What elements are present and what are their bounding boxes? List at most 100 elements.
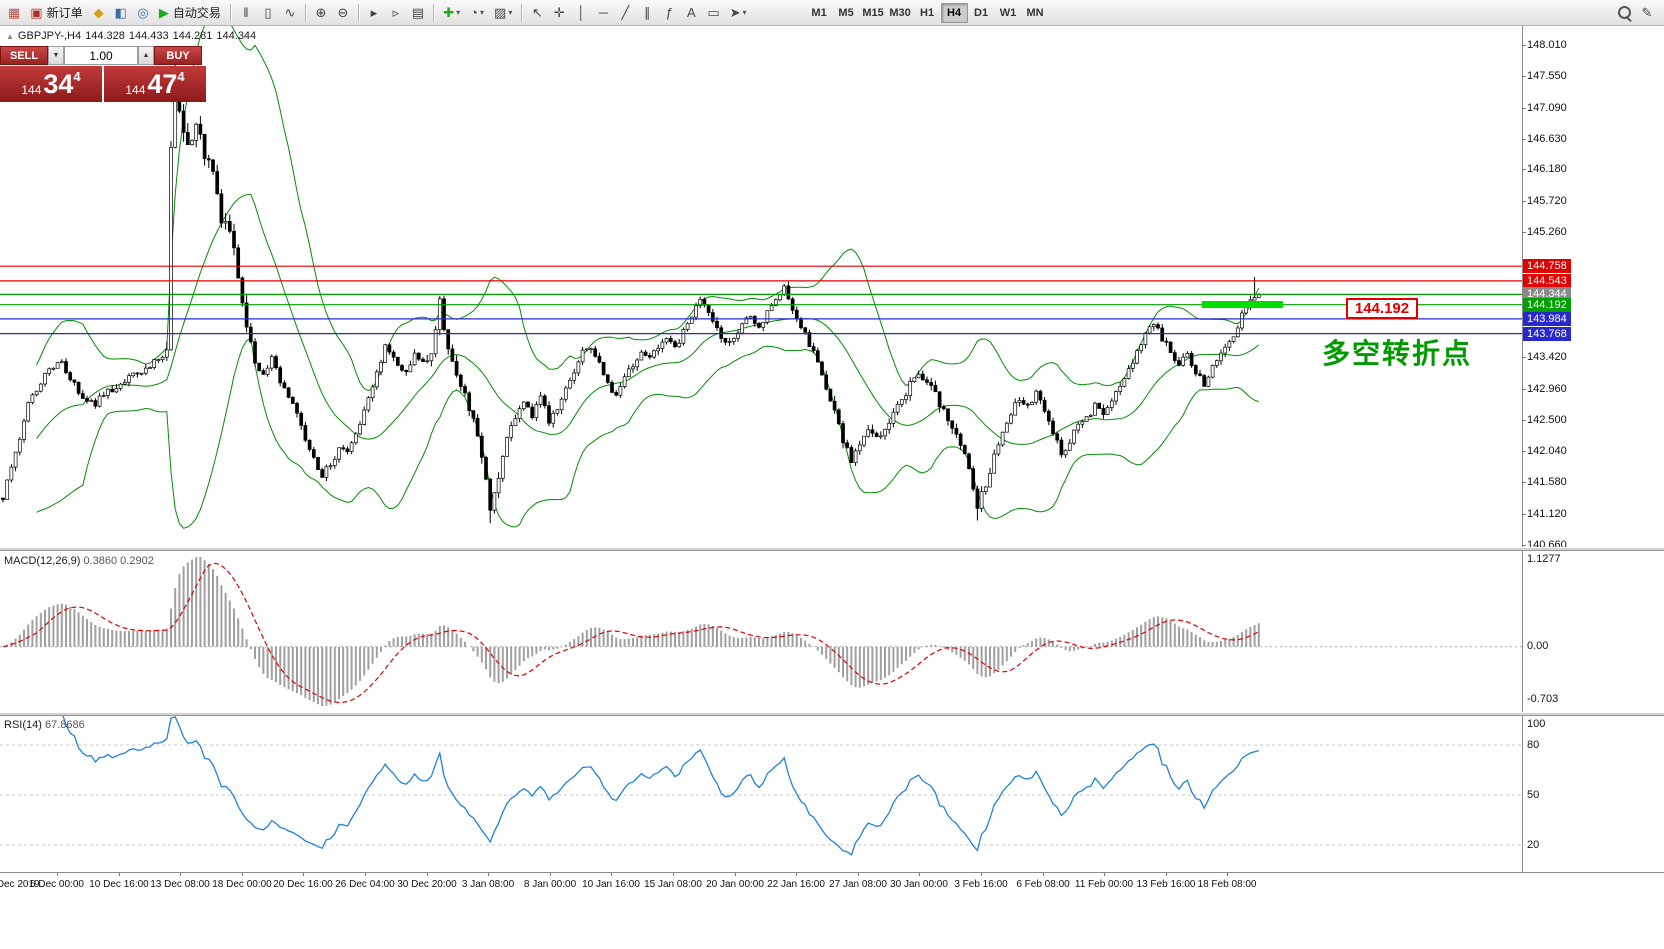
periods-icon[interactable]: ◔ ▾ bbox=[466, 3, 488, 23]
rsi-pane[interactable] bbox=[0, 716, 1522, 872]
price-tick-label: 148.010 bbox=[1527, 39, 1567, 51]
channel-icon[interactable]: ∥ bbox=[637, 3, 657, 23]
annotation-text-object[interactable]: 多空转折点 bbox=[1322, 338, 1473, 369]
time-tick-mark bbox=[735, 873, 736, 876]
vertical-line-icon[interactable]: │ bbox=[571, 3, 591, 23]
toolbar-right-icons: ✎ bbox=[1612, 2, 1658, 22]
rsi-axis-label: 80 bbox=[1527, 739, 1540, 751]
price-callout-object[interactable]: 144.192 bbox=[1346, 298, 1418, 319]
one-click-collapse-icon[interactable]: ▲ bbox=[6, 32, 14, 41]
fibonacci-icon[interactable]: ƒ bbox=[659, 3, 679, 23]
charts-grid-icon[interactable]: ▦ bbox=[4, 3, 24, 23]
market-watch-icon[interactable]: ◧ bbox=[111, 3, 131, 23]
sell-button[interactable]: SELL bbox=[0, 46, 48, 65]
timeframe-h1[interactable]: H1 bbox=[920, 6, 935, 19]
time-tick-mark bbox=[180, 873, 181, 876]
price-axis[interactable] bbox=[1522, 26, 1664, 872]
price-tick-mark bbox=[1522, 451, 1526, 453]
time-tick-mark bbox=[57, 873, 58, 876]
navigator-icon: ◎ bbox=[137, 5, 149, 20]
rsi-axis-label: 20 bbox=[1527, 839, 1540, 851]
navigator-icon[interactable]: ◎ bbox=[133, 3, 153, 23]
market-watch-icon: ◧ bbox=[114, 5, 127, 20]
time-tick-label: 22 Jan 16:00 bbox=[767, 879, 825, 890]
cursor-icon: ↖ bbox=[531, 5, 543, 20]
timeframe-m1[interactable]: M1 bbox=[811, 6, 827, 19]
time-tick-mark bbox=[1104, 873, 1105, 876]
time-tick-label: 13 Feb 16:00 bbox=[1136, 879, 1196, 890]
search-icon[interactable] bbox=[1613, 2, 1635, 22]
chart-profiles-icon: ◆ bbox=[93, 5, 104, 20]
timeframe-mn[interactable]: MN bbox=[1026, 6, 1044, 19]
time-tick-label: 30 Dec 20:00 bbox=[397, 879, 457, 890]
volume-input[interactable] bbox=[64, 46, 138, 65]
horizontal-line-icon[interactable]: ─ bbox=[593, 3, 613, 23]
buy-price-prefix: 144 bbox=[125, 83, 146, 97]
templates-icon[interactable]: ▨ ▾ bbox=[490, 3, 516, 23]
channel-icon: ∥ bbox=[644, 5, 651, 20]
quick-edit-icon[interactable]: ✎ bbox=[1641, 4, 1653, 20]
tile-windows-icon[interactable]: ▤ bbox=[408, 3, 428, 23]
bar-chart-icon[interactable]: ‖ bbox=[236, 3, 256, 23]
time-tick-label: 18 Dec 00:00 bbox=[212, 879, 272, 890]
indicators-icon[interactable]: ✚ ▾ bbox=[439, 3, 464, 23]
price-tick-mark bbox=[1522, 388, 1526, 390]
toolbar-separator bbox=[521, 3, 523, 22]
ohlc-close: 144.344 bbox=[216, 30, 257, 42]
time-tick-mark bbox=[796, 873, 797, 876]
label-icon[interactable]: ▭ bbox=[703, 3, 723, 23]
macd-pane[interactable] bbox=[0, 551, 1522, 712]
timeframe-m15[interactable]: M15 bbox=[862, 6, 884, 19]
zoom-in-icon[interactable]: ⊕ bbox=[311, 3, 331, 23]
sell-price-display[interactable]: 144 34 4 bbox=[0, 66, 102, 102]
timeframe-m5[interactable]: M5 bbox=[838, 6, 854, 19]
new-order-button[interactable]: ▣ 新订单 bbox=[26, 3, 86, 23]
chevron-down-icon: ▾ bbox=[508, 8, 513, 17]
sell-price-prefix: 144 bbox=[21, 83, 42, 97]
line-chart-icon[interactable]: ∿ bbox=[280, 3, 300, 23]
chart-profiles-icon[interactable]: ◆ bbox=[89, 3, 109, 23]
buy-button[interactable]: BUY bbox=[154, 46, 202, 65]
price-tick-mark bbox=[1522, 232, 1526, 234]
timeframe-m30[interactable]: M30 bbox=[889, 6, 911, 19]
vertical-line-icon: │ bbox=[577, 5, 586, 20]
autotrading-button[interactable]: ▶ 自动交易 bbox=[155, 3, 225, 23]
text-icon[interactable]: A bbox=[681, 3, 701, 23]
time-tick-mark bbox=[981, 873, 982, 876]
price-tick-label: 143.420 bbox=[1527, 351, 1567, 364]
zoom-out-icon[interactable]: ⊖ bbox=[333, 3, 353, 23]
macd-axis-label: 0.00 bbox=[1527, 639, 1549, 652]
volume-up-button[interactable]: ▲ bbox=[138, 46, 154, 65]
trendline-icon[interactable]: ╱ bbox=[615, 3, 635, 23]
arrows-icon[interactable]: ➤ ▾ bbox=[726, 3, 751, 23]
macd-rsi-splitter[interactable] bbox=[0, 712, 1664, 716]
cursor-icon[interactable]: ↖ bbox=[527, 3, 547, 23]
time-tick-label: 6 Dec 00:00 bbox=[30, 879, 84, 890]
time-tick-label: 6 Feb 08:00 bbox=[1016, 879, 1070, 890]
new-order-button: ▣ bbox=[30, 5, 43, 20]
time-tick-label: 20 Jan 00:00 bbox=[706, 879, 764, 890]
time-tick-mark bbox=[303, 873, 304, 876]
main-price-pane[interactable] bbox=[0, 26, 1522, 547]
autotrading-button-label: 自动交易 bbox=[172, 6, 221, 20]
time-tick-mark bbox=[673, 873, 674, 876]
candlestick-chart-icon[interactable]: ▯ bbox=[258, 3, 278, 23]
auto-scroll-icon[interactable]: ▸ bbox=[364, 3, 384, 23]
price-tick-mark bbox=[1522, 76, 1526, 78]
timeframe-d1[interactable]: D1 bbox=[974, 6, 989, 19]
buy-price-display[interactable]: 144 47 4 bbox=[104, 66, 206, 102]
chart-shift-icon[interactable]: ▹ bbox=[386, 3, 406, 23]
timeframe-h4[interactable]: H4 bbox=[940, 2, 968, 23]
charts-grid-icon: ▦ bbox=[8, 5, 21, 20]
timeframe-w1[interactable]: W1 bbox=[999, 6, 1017, 19]
level-highlight-object[interactable] bbox=[1202, 301, 1283, 308]
crosshair-icon[interactable]: ✛ bbox=[549, 3, 569, 23]
time-tick-label: 10 Dec 16:00 bbox=[89, 879, 149, 890]
symbol-title: GBPJPY-,H4 bbox=[17, 30, 82, 42]
volume-dropdown-button[interactable]: ▼ bbox=[48, 46, 64, 65]
price-tick-label: 145.260 bbox=[1527, 226, 1567, 239]
time-tick-label: 15 Jan 08:00 bbox=[644, 879, 702, 890]
main-macd-splitter[interactable] bbox=[0, 547, 1664, 551]
